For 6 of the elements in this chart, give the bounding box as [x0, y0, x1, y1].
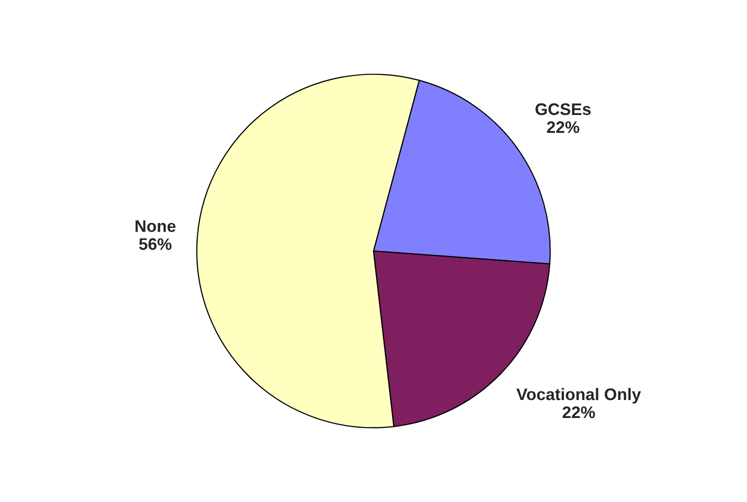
slice-label: None [136, 220, 176, 232]
data-label: 22% [546, 121, 580, 134]
data-label: 22% [562, 406, 595, 418]
data-label: 56% [139, 238, 172, 250]
slice-label: Vocational Only [516, 388, 641, 404]
slice-label: GCSEs [536, 103, 591, 116]
